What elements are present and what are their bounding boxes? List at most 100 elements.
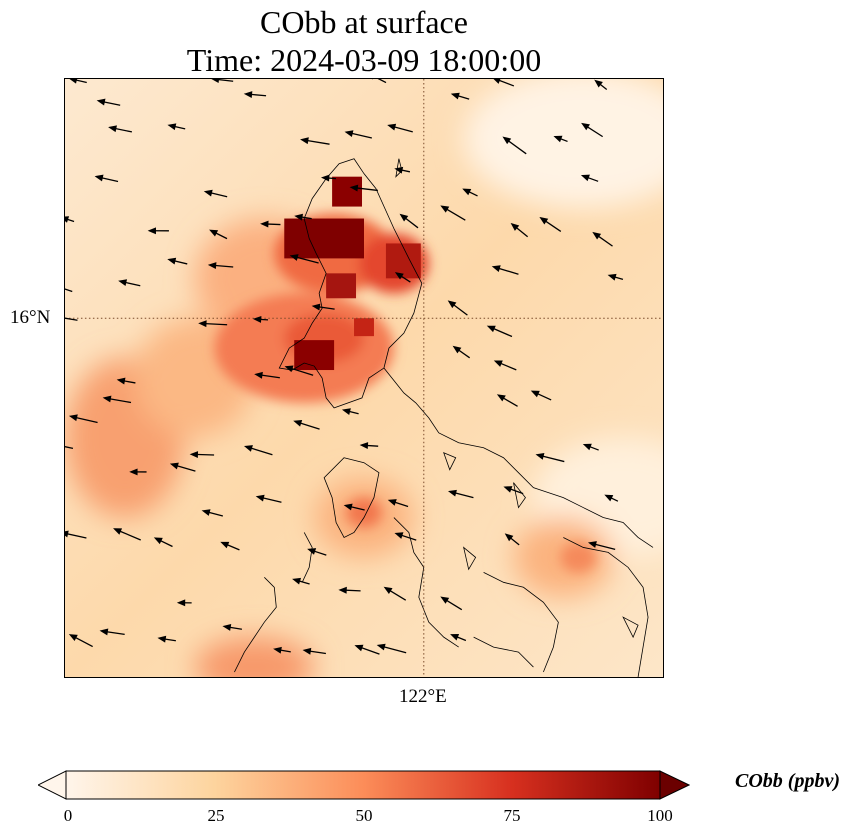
wind-arrowhead — [503, 486, 513, 493]
wind-arrow — [248, 446, 273, 456]
wind-arrowhead — [167, 257, 177, 265]
colorbar-tick-75: 75 — [503, 806, 521, 825]
wind-arrowhead — [176, 599, 186, 607]
wind-arrowhead — [387, 499, 397, 506]
wind-arrowhead — [338, 586, 347, 594]
wind-arrowhead — [203, 189, 213, 197]
wind-arrow — [354, 187, 378, 192]
wind-arrowhead — [394, 532, 404, 539]
wind-arrowhead — [243, 91, 253, 98]
wind-arrowhead — [359, 442, 369, 450]
wind-arrowhead — [447, 300, 457, 309]
wind-arrowhead — [99, 628, 109, 636]
wind-arrowhead — [198, 320, 207, 328]
wind-arrowhead — [450, 92, 460, 100]
wind-arrowhead — [539, 216, 549, 225]
wind-arrowhead — [209, 229, 219, 237]
colorbar-gradient — [65, 770, 661, 800]
wind-arrowhead — [153, 537, 163, 545]
wind-arrow — [117, 529, 141, 541]
wind-arrowhead — [594, 79, 603, 88]
wind-arrowhead — [260, 220, 269, 228]
wind-arrowhead — [491, 265, 501, 272]
wind-arrow — [592, 542, 616, 550]
wind-arrowhead — [129, 468, 138, 476]
wind-arrowhead — [486, 325, 496, 333]
wind-arrowhead — [220, 541, 230, 549]
wind-arrow — [288, 367, 314, 376]
colorbar-tick-50: 50 — [355, 806, 373, 825]
coastlines — [234, 158, 654, 677]
wind-arrowhead — [207, 262, 217, 270]
colorbar-tick-0: 0 — [63, 806, 73, 825]
wind-arrowhead — [94, 174, 104, 182]
wind-arrowhead — [118, 279, 128, 287]
wind-arrowhead — [452, 345, 462, 354]
colorbar-min-extend — [38, 770, 67, 800]
latitude-label: 16°N — [10, 307, 51, 328]
longitude-label: 122°E — [399, 686, 447, 707]
wind-arrow — [73, 416, 98, 424]
wind-vectors — [65, 79, 624, 655]
wind-arrowhead — [462, 188, 472, 196]
wind-arrowhead — [530, 390, 540, 398]
wind-arrowhead — [607, 273, 617, 281]
wind-arrowhead — [96, 98, 106, 106]
wind-arrowhead — [113, 528, 123, 535]
wind-arrowhead — [222, 624, 232, 631]
wind-arrowhead — [69, 79, 78, 84]
wind-arrowhead — [502, 136, 512, 145]
wind-arrowhead — [448, 489, 457, 497]
wind-arrowhead — [65, 530, 69, 538]
wind-arrowhead — [189, 451, 199, 458]
wind-arrowhead — [300, 137, 309, 145]
wind-arrowhead — [68, 414, 78, 422]
wind-arrow — [65, 288, 73, 293]
wind-arrowhead — [102, 395, 112, 403]
wind-arrow — [505, 138, 527, 155]
wind-arrowhead — [493, 79, 501, 84]
wind-arrowhead — [273, 646, 282, 654]
wind-arrowhead — [343, 503, 353, 511]
wind-arrowhead — [504, 533, 514, 542]
wind-arrowhead — [553, 135, 563, 143]
wind-arrowhead — [399, 213, 409, 222]
wind-arrow — [377, 79, 387, 84]
wind-arrowhead — [255, 494, 265, 502]
co-hotspots — [284, 176, 421, 371]
wind-arrow — [65, 446, 74, 450]
colorbar-tick-100: 100 — [647, 806, 673, 825]
map-panel — [64, 78, 664, 678]
wind-arrowhead — [535, 453, 545, 460]
wind-arrowhead — [254, 371, 263, 379]
wind-arrowhead — [344, 130, 354, 137]
colorbar-label: CObb (ppbv) — [735, 770, 840, 792]
wind-arrowhead — [307, 548, 317, 555]
wind-arrowhead — [243, 445, 253, 452]
wind-arrow — [496, 266, 519, 275]
wind-arrowhead — [320, 174, 330, 182]
wind-arrowhead — [496, 394, 506, 402]
wind-arrowhead — [147, 227, 156, 235]
wind-arrowhead — [387, 123, 397, 131]
wind-arrowhead — [341, 408, 351, 416]
wind-arrowhead — [289, 254, 299, 261]
wind-arrow — [202, 322, 228, 326]
wind-arrowhead — [581, 122, 590, 131]
wind-arrow — [65, 317, 78, 321]
wind-arrowhead — [252, 316, 262, 323]
wind-arrowhead — [65, 216, 70, 223]
wind-arrowhead — [157, 635, 167, 643]
wind-arrowhead — [284, 365, 294, 373]
wind-arrowhead — [302, 647, 312, 655]
wind-arrowhead — [354, 644, 364, 652]
wind-arrow — [107, 397, 132, 404]
colorbar-max-extend — [659, 770, 690, 800]
wind-arrowhead — [450, 634, 460, 641]
wind-arrowhead — [292, 577, 302, 585]
wind-arrow — [304, 139, 330, 145]
wind-arrowhead — [587, 541, 597, 548]
wind-arrowhead — [169, 462, 179, 470]
wind-arrow — [72, 635, 93, 648]
wind-arrowhead — [580, 174, 590, 182]
